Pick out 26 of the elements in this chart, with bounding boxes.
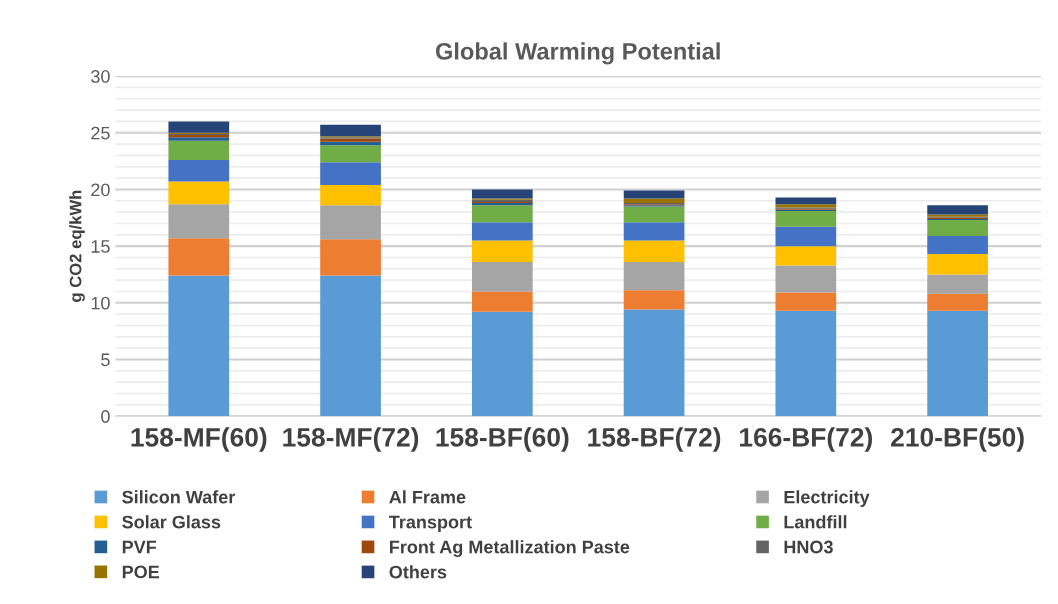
legend-label: Al Frame [389,490,466,504]
y-tick-label: 25 [91,126,110,140]
y-axis-title: g CO2 eq/kWh [69,190,85,302]
legend-label: Landfill [784,515,847,529]
legend-label: Solar Glass [122,515,221,529]
y-tick-label: 15 [91,240,110,253]
y-tick-label: 0 [101,410,110,423]
legend-label: Electricity [784,490,870,508]
x-tick-label: 158-BF(72) [588,427,721,452]
x-tick-label: 166-BF(72) [740,427,872,452]
y-tick-label: 20 [91,183,110,197]
legend-label: Silicon Wafer [122,490,236,504]
legend-label: POE [122,565,160,579]
legend-label: HNO3 [784,540,833,554]
legend-label: Others [389,565,447,579]
y-tick-label: 5 [101,353,110,367]
legend-label: Transport [388,515,472,532]
chart-title: Global Warming Potential [435,42,720,65]
y-tick-label: 10 [91,296,110,310]
x-tick-label: 158-MF(72) [283,427,419,452]
x-tick-label: 158-MF(60) [131,427,267,452]
legend-label: Front Ag Metallization Paste [390,540,630,558]
y-tick-label: 30 [91,70,110,83]
legend-label: PVF [122,540,157,554]
x-tick-label: 158-BF(60) [436,427,569,452]
x-tick-label: 210-BF(50) [891,427,1024,452]
